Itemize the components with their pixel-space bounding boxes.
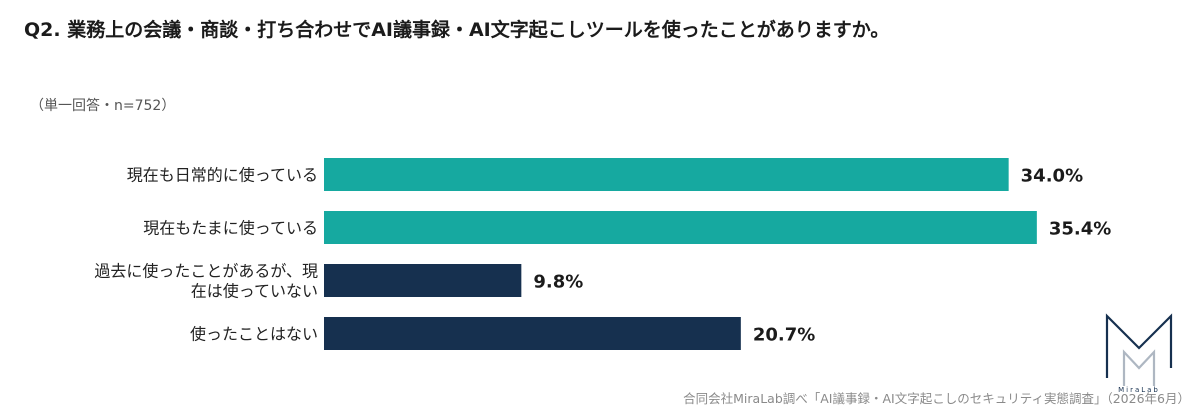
chart-title: Q2. 業務上の会議・商談・打ち合わせでAI議事録・AI文字起こしツールを使った… [24,19,890,41]
bar-4 [324,317,741,350]
source-note: 合同会社MiraLab調べ「AI議事録・AI文字起こしのセキュリティ実態調査」（… [683,391,1190,406]
value-label-3: 9.8% [533,272,583,293]
chart-subtitle: （単一回答・n=752） [30,98,176,114]
bar-2 [324,211,1037,244]
category-label-2: 現在もたまに使っている [143,219,318,238]
value-label-2: 35.4% [1049,219,1111,240]
value-label-4: 20.7% [753,325,815,346]
bar-1 [324,158,1009,191]
bar-3 [324,264,522,297]
category-label-1: 現在も日常的に使っている [127,166,318,185]
svg-text:MiraLab: MiraLab [1118,386,1160,394]
category-label-3: 過去に使ったことがあるが、現在は使っていない [94,262,318,301]
miralab-logo: MiraLab [1105,313,1173,394]
category-label-4: 使ったことはない [190,325,318,344]
value-label-1: 34.0% [1021,166,1083,187]
